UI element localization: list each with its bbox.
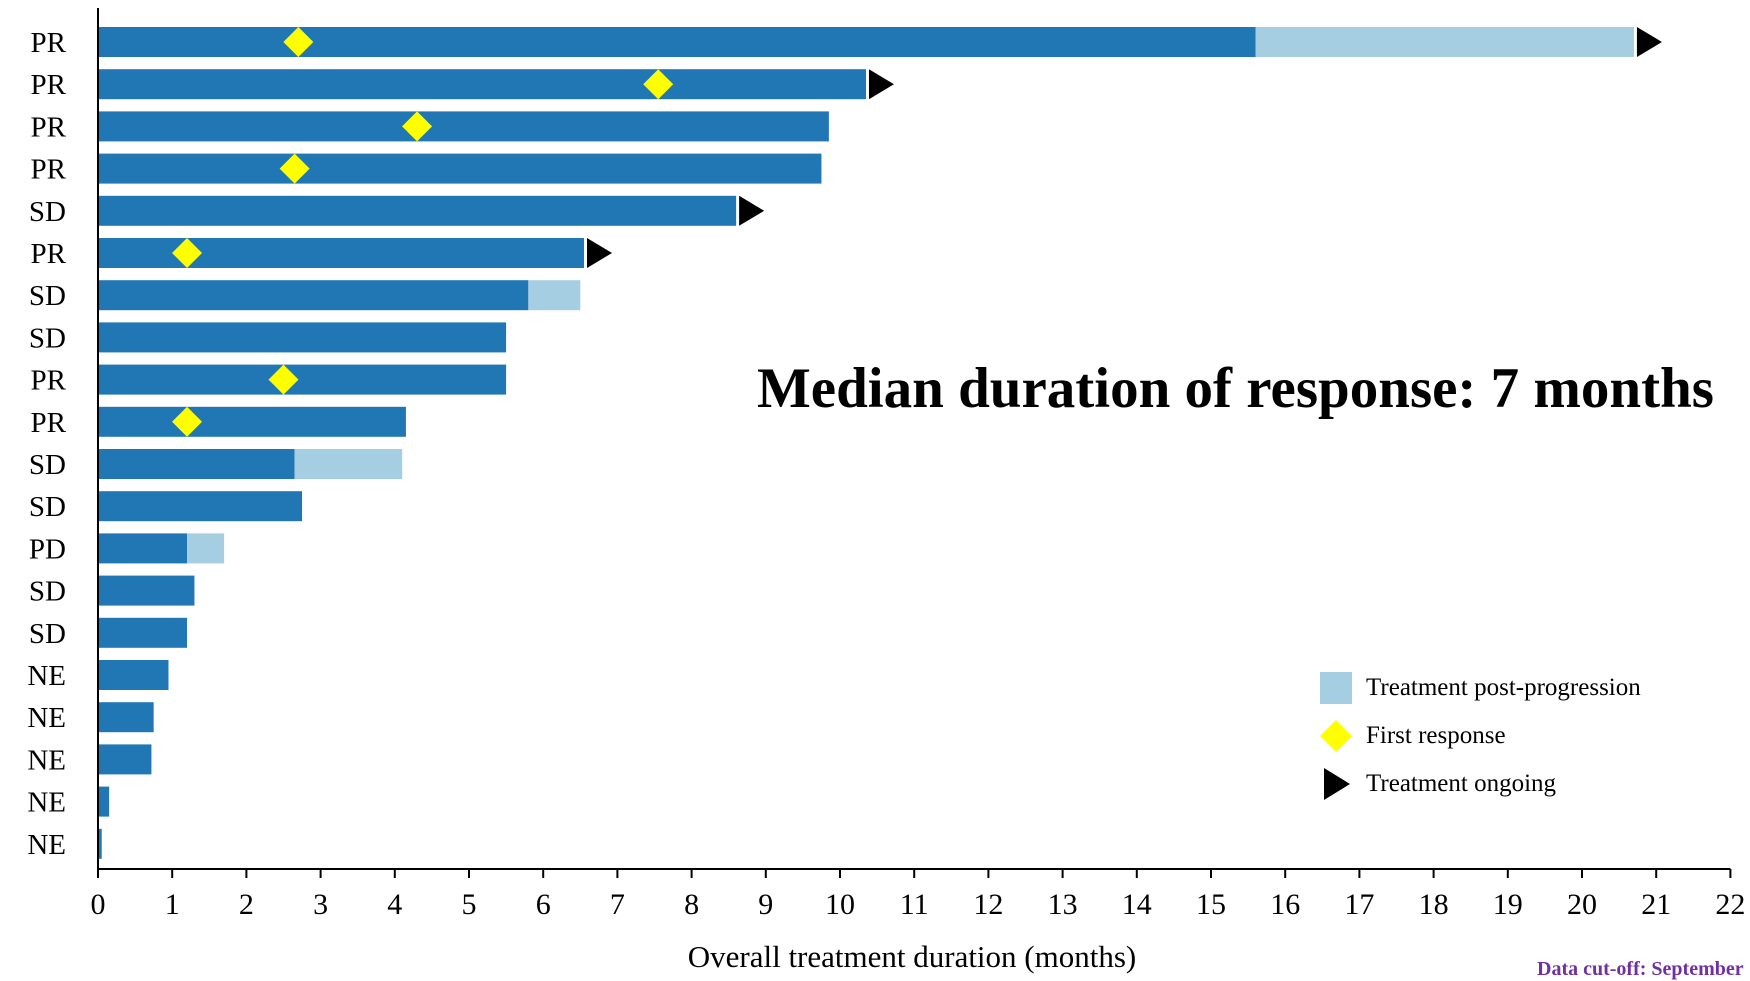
bar-treatment-16 <box>98 702 154 733</box>
first-response-marker-5 <box>172 238 203 268</box>
bar-treatment-6 <box>98 280 529 311</box>
x-tick-label-15: 15 <box>1196 888 1226 921</box>
x-tick-label-6: 6 <box>536 888 551 921</box>
row-label-19: NE <box>27 829 66 861</box>
legend-ongoing: Treatment ongoing <box>1320 766 1556 802</box>
x-tick-label-18: 18 <box>1419 888 1449 921</box>
row-label-6: SD <box>29 280 66 312</box>
legend-label-ongoing: Treatment ongoing <box>1366 770 1557 797</box>
row-label-17: NE <box>27 744 66 776</box>
ongoing-marker-5 <box>587 238 613 268</box>
bar-post-progression-6 <box>528 280 581 311</box>
bar-treatment-9 <box>98 406 406 437</box>
bar-treatment-7 <box>98 322 507 353</box>
first-response-marker-2 <box>402 111 433 142</box>
bar-treatment-1 <box>98 69 866 100</box>
row-label-11: SD <box>29 491 66 523</box>
first-response-marker-0 <box>283 27 314 57</box>
bar-treatment-8 <box>98 364 507 395</box>
bar-treatment-14 <box>98 617 188 648</box>
row-label-12: PD <box>29 533 66 565</box>
x-tick-label-11: 11 <box>900 888 929 921</box>
row-label-0: PR <box>31 27 67 59</box>
x-tick-label-10: 10 <box>825 888 855 921</box>
row-label-9: PR <box>31 407 67 439</box>
x-tick-label-2: 2 <box>239 888 254 921</box>
x-tick-label-4: 4 <box>387 888 402 921</box>
row-label-10: SD <box>29 449 66 481</box>
first-response-marker-1 <box>643 69 674 100</box>
row-label-5: PR <box>31 238 67 270</box>
x-tick-label-1: 1 <box>165 888 180 921</box>
x-tick-label-5: 5 <box>462 888 477 921</box>
first-response-marker-8 <box>268 364 299 395</box>
row-label-8: PR <box>31 365 67 397</box>
data-cutoff-note: Data cut-off: September <box>1537 958 1744 980</box>
row-label-4: SD <box>29 196 66 228</box>
bar-post-progression-0 <box>1255 27 1634 57</box>
bar-treatment-2 <box>98 111 829 142</box>
x-tick-label-3: 3 <box>313 888 328 921</box>
row-label-14: SD <box>29 618 66 650</box>
x-tick-label-7: 7 <box>610 888 625 921</box>
ongoing-marker-1 <box>868 69 894 100</box>
row-label-16: NE <box>27 702 66 734</box>
bar-treatment-11 <box>98 491 303 522</box>
x-axis-title: Overall treatment duration (months) <box>688 939 1137 974</box>
bar-post-progression-10 <box>294 449 403 479</box>
row-label-7: SD <box>29 322 66 354</box>
x-tick-label-14: 14 <box>1122 888 1152 921</box>
row-label-15: NE <box>27 660 66 692</box>
row-label-1: PR <box>31 69 67 101</box>
bar-treatment-15 <box>98 660 169 690</box>
bar-post-progression-12 <box>187 533 225 564</box>
bar-treatment-12 <box>98 533 188 564</box>
row-label-2: PR <box>31 111 67 143</box>
row-label-3: PR <box>31 154 67 186</box>
bar-treatment-5 <box>98 238 585 268</box>
bar-treatment-18 <box>98 786 110 817</box>
first-response-marker-3 <box>279 153 310 184</box>
x-tick-label-22: 22 <box>1715 888 1745 921</box>
x-tick-label-21: 21 <box>1641 888 1671 921</box>
legend-post-progression: Treatment post-progression <box>1320 670 1641 706</box>
median-duration-annotation: Median duration of response: 7 months <box>757 357 1714 420</box>
ongoing-triangle-icon <box>1320 768 1352 800</box>
x-tick-label-19: 19 <box>1493 888 1523 921</box>
x-tick-label-20: 20 <box>1567 888 1597 921</box>
x-tick-label-0: 0 <box>91 888 106 921</box>
x-tick-label-17: 17 <box>1344 888 1374 921</box>
first-response-marker-9 <box>172 406 203 437</box>
bar-treatment-0 <box>98 27 1256 57</box>
x-tick-label-12: 12 <box>973 888 1003 921</box>
x-tick-label-8: 8 <box>684 888 699 921</box>
bar-treatment-17 <box>98 744 152 775</box>
legend-label-post-progression: Treatment post-progression <box>1366 674 1641 701</box>
bar-treatment-19 <box>98 828 102 859</box>
legend-swatch-post-progression <box>1320 672 1352 704</box>
bar-treatment-4 <box>98 195 737 226</box>
bar-treatment-13 <box>98 575 195 606</box>
x-tick-label-13: 13 <box>1048 888 1078 921</box>
legend-label-first-response: First response <box>1366 722 1506 749</box>
first-response-diamond-icon <box>1320 720 1352 752</box>
bar-treatment-10 <box>98 449 295 479</box>
row-label-18: NE <box>27 787 66 819</box>
legend-first-response: First response <box>1320 718 1506 754</box>
ongoing-marker-4 <box>739 195 765 226</box>
x-tick-label-9: 9 <box>758 888 773 921</box>
row-label-13: SD <box>29 576 66 608</box>
ongoing-marker-0 <box>1636 27 1662 57</box>
x-tick-label-16: 16 <box>1270 888 1300 921</box>
bar-treatment-3 <box>98 153 822 184</box>
